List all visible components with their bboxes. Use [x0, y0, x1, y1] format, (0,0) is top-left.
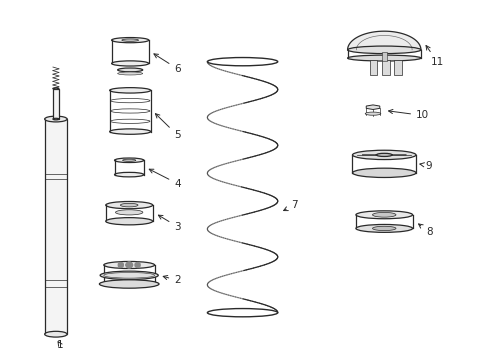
Text: 6: 6: [154, 54, 181, 74]
Ellipse shape: [122, 159, 136, 161]
Ellipse shape: [376, 153, 392, 157]
Text: 10: 10: [389, 109, 429, 121]
Ellipse shape: [356, 211, 413, 219]
Ellipse shape: [53, 88, 59, 89]
Ellipse shape: [352, 168, 416, 177]
Text: 2: 2: [163, 275, 181, 285]
Text: 3: 3: [158, 215, 181, 231]
Ellipse shape: [347, 46, 421, 54]
Circle shape: [119, 264, 123, 267]
Ellipse shape: [121, 203, 138, 207]
Circle shape: [135, 262, 140, 266]
FancyBboxPatch shape: [369, 60, 377, 75]
Ellipse shape: [118, 68, 143, 72]
Ellipse shape: [118, 72, 143, 75]
Circle shape: [135, 264, 140, 267]
Ellipse shape: [365, 112, 381, 115]
Text: 9: 9: [420, 161, 432, 171]
Ellipse shape: [122, 39, 139, 41]
Text: 5: 5: [155, 114, 181, 140]
Ellipse shape: [106, 202, 153, 209]
Ellipse shape: [45, 331, 67, 337]
Ellipse shape: [45, 116, 67, 122]
Ellipse shape: [352, 150, 416, 159]
Polygon shape: [366, 105, 380, 109]
Text: 4: 4: [149, 169, 181, 189]
Bar: [45, 119, 67, 334]
Ellipse shape: [372, 226, 396, 230]
Circle shape: [127, 262, 132, 266]
Bar: [382, 52, 387, 61]
Text: 1: 1: [57, 340, 64, 350]
Ellipse shape: [116, 210, 143, 215]
Ellipse shape: [106, 218, 153, 225]
Ellipse shape: [347, 55, 421, 61]
Ellipse shape: [115, 158, 144, 162]
Ellipse shape: [356, 225, 413, 232]
Circle shape: [126, 262, 133, 267]
Circle shape: [127, 265, 132, 268]
Ellipse shape: [99, 280, 159, 288]
Ellipse shape: [100, 271, 158, 279]
Ellipse shape: [112, 61, 149, 66]
Bar: [53, 89, 59, 119]
FancyBboxPatch shape: [394, 60, 402, 75]
Text: 8: 8: [418, 224, 432, 237]
Ellipse shape: [53, 118, 59, 120]
Ellipse shape: [110, 87, 151, 93]
Ellipse shape: [110, 129, 151, 134]
Circle shape: [119, 262, 123, 266]
FancyBboxPatch shape: [382, 60, 390, 75]
Ellipse shape: [104, 261, 155, 269]
Ellipse shape: [372, 212, 396, 217]
Ellipse shape: [115, 172, 144, 177]
Text: 11: 11: [426, 45, 444, 67]
Text: 7: 7: [284, 200, 298, 211]
Ellipse shape: [112, 37, 149, 43]
